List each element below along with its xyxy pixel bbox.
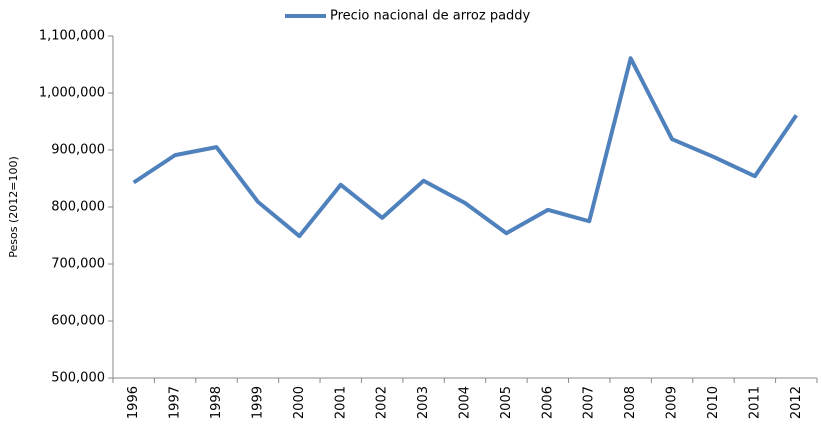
y-axis-label: Pesos (2012=100): [7, 156, 20, 258]
legend-label: Precio nacional de arroz paddy: [330, 9, 531, 24]
y-tick-label: 700,000: [51, 257, 105, 272]
series-line: [132, 56, 798, 239]
x-tick-label: 2004: [458, 386, 473, 419]
x-tick-label: 2007: [582, 386, 597, 419]
y-tick-label: 1,100,000: [39, 29, 105, 44]
x-tick-label: 2009: [665, 386, 680, 419]
x-tick-label: 1997: [168, 386, 183, 419]
x-tick-label: 2008: [623, 386, 638, 419]
x-tick-label: 1999: [250, 386, 265, 419]
x-tick-label: 1996: [126, 386, 141, 419]
x-tick-label: 1998: [209, 386, 224, 419]
y-tick-label: 800,000: [51, 200, 105, 215]
x-tick-label: 2005: [499, 386, 514, 419]
y-tick-label: 600,000: [51, 314, 105, 329]
y-tick-label: 1,000,000: [39, 86, 105, 101]
x-tick-label: 2001: [333, 386, 348, 419]
x-tick-label: 2003: [416, 386, 431, 419]
y-tick-label: 900,000: [51, 143, 105, 158]
x-tick-label: 2006: [540, 386, 555, 419]
x-tick-label: 2011: [747, 386, 762, 419]
x-tick-label: 2000: [292, 386, 307, 419]
x-tick-label: 2002: [375, 386, 390, 419]
y-tick-label: 500,000: [51, 371, 105, 386]
x-tick-label: 2010: [706, 386, 721, 419]
x-tick-label: 2012: [789, 386, 804, 419]
